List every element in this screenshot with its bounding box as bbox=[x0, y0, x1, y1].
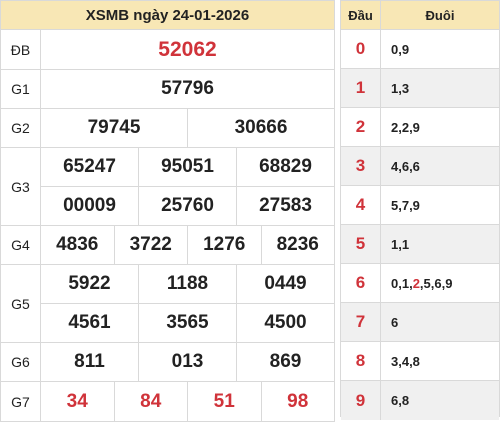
loto-tails: 0,1, 2,5,6,9 bbox=[381, 264, 499, 302]
loto-header: Đầu Đuôi bbox=[341, 1, 499, 30]
loto-tails: 3,4,8 bbox=[391, 353, 420, 369]
prize-number: 5922 bbox=[68, 273, 111, 294]
prize-number: 25760 bbox=[138, 187, 236, 225]
prize-number: 4500 bbox=[236, 304, 334, 342]
prize-number: 4561 bbox=[68, 312, 111, 333]
loto-row: 9 6,8 bbox=[341, 381, 499, 420]
loto-head: 3 bbox=[341, 147, 381, 185]
results-title: XSMB ngày 24-01-2026 bbox=[1, 1, 334, 30]
prize-number: 1188 bbox=[138, 265, 236, 303]
prize-number: 4836 bbox=[56, 234, 99, 255]
prize-number: 95051 bbox=[138, 148, 236, 186]
loto-tails: 2,2,9 bbox=[391, 119, 420, 135]
prize-number: 84 bbox=[113, 382, 188, 421]
prize-number: 79745 bbox=[87, 117, 141, 138]
prize-label: G7 bbox=[1, 382, 41, 421]
prize-row-g6: G6 811 013 869 bbox=[1, 343, 334, 382]
loto-row: 1 1,3 bbox=[341, 69, 499, 108]
loto-head: 5 bbox=[341, 225, 381, 263]
prize-number: 869 bbox=[236, 343, 334, 381]
prize-label: G3 bbox=[1, 148, 41, 225]
loto-row: 6 0,1, 2,5,6,9 bbox=[341, 264, 499, 303]
prize-row-g2: G2 79745 30666 bbox=[1, 109, 334, 148]
loto-tails: 0,9 bbox=[391, 41, 410, 57]
prize-number: 8236 bbox=[260, 226, 335, 264]
loto-row: 3 4,6,6 bbox=[341, 147, 499, 186]
loto-row: 5 1,1 bbox=[341, 225, 499, 264]
prize-number: 0449 bbox=[236, 265, 334, 303]
loto-tails: 5,7,9 bbox=[391, 197, 420, 213]
prize-number: 57796 bbox=[161, 78, 214, 99]
loto-tail-column-label: Đuôi bbox=[425, 7, 455, 23]
loto-head: 9 bbox=[341, 381, 381, 420]
prize-number: 65247 bbox=[63, 156, 116, 177]
prize-number: 27583 bbox=[236, 187, 334, 225]
prize-row-g3: G3 65247 95051 68829 00009 25760 27583 bbox=[1, 148, 334, 226]
loto-row: 0 0,9 bbox=[341, 30, 499, 69]
prize-label: G5 bbox=[1, 265, 41, 342]
prize-row-g4: G4 4836 3722 1276 8236 bbox=[1, 226, 334, 265]
results-table: XSMB ngày 24-01-2026 ĐB 52062 G1 57796 G… bbox=[0, 0, 335, 422]
prize-number: 1276 bbox=[187, 226, 261, 264]
loto-head: 1 bbox=[341, 69, 381, 107]
loto-tails: 1,1 bbox=[391, 236, 410, 252]
prize-number: 68829 bbox=[236, 148, 334, 186]
loto-head: 6 bbox=[341, 264, 381, 302]
prize-number: 3722 bbox=[113, 226, 188, 264]
prize-label: G1 bbox=[1, 70, 41, 108]
prize-number: 811 bbox=[74, 351, 105, 372]
loto-row: 8 3,4,8 bbox=[341, 342, 499, 381]
prize-number: 51 bbox=[187, 382, 261, 421]
loto-tails-part: 0,1, bbox=[391, 275, 413, 291]
loto-row: 7 6 bbox=[341, 303, 499, 342]
prize-row-g7: G7 34 84 51 98 bbox=[1, 382, 334, 421]
loto-head: 0 bbox=[341, 30, 381, 68]
prize-label: ĐB bbox=[1, 30, 41, 69]
prize-number: 30666 bbox=[187, 109, 334, 147]
special-prize-number: 52062 bbox=[158, 37, 217, 61]
loto-head: 4 bbox=[341, 186, 381, 224]
prize-row-g1: G1 57796 bbox=[1, 70, 334, 109]
loto-row: 2 2,2,9 bbox=[341, 108, 499, 147]
loto-head: 7 bbox=[341, 303, 381, 341]
prize-number: 34 bbox=[66, 390, 88, 412]
prize-label: G4 bbox=[1, 226, 41, 264]
prize-number: 00009 bbox=[63, 195, 116, 216]
loto-tails: 1,3 bbox=[391, 80, 410, 96]
loto-head-column-label: Đầu bbox=[341, 1, 381, 29]
loto-head: 8 bbox=[341, 342, 381, 380]
prize-number: 98 bbox=[260, 382, 335, 421]
prize-label: G2 bbox=[1, 109, 41, 147]
loto-tails: 6,8 bbox=[391, 393, 410, 408]
prize-label: G6 bbox=[1, 343, 41, 381]
loto-tails-part: ,5,6,9 bbox=[419, 275, 453, 291]
prize-number: 013 bbox=[138, 343, 236, 381]
loto-tails: 4,6,6 bbox=[391, 158, 420, 174]
loto-tail-highlight: 2 bbox=[412, 275, 420, 291]
loto-row: 4 5,7,9 bbox=[341, 186, 499, 225]
loto-tails: 6 bbox=[391, 314, 399, 330]
prize-row-db: ĐB 52062 bbox=[1, 30, 334, 70]
prize-row-g5: G5 5922 1188 0449 4561 3565 4500 bbox=[1, 265, 334, 343]
loto-table: Đầu Đuôi 0 0,9 1 1,3 2 2,2,9 3 4,6,6 4 5… bbox=[340, 0, 500, 420]
prize-number: 3565 bbox=[138, 304, 236, 342]
loto-head: 2 bbox=[341, 108, 381, 146]
